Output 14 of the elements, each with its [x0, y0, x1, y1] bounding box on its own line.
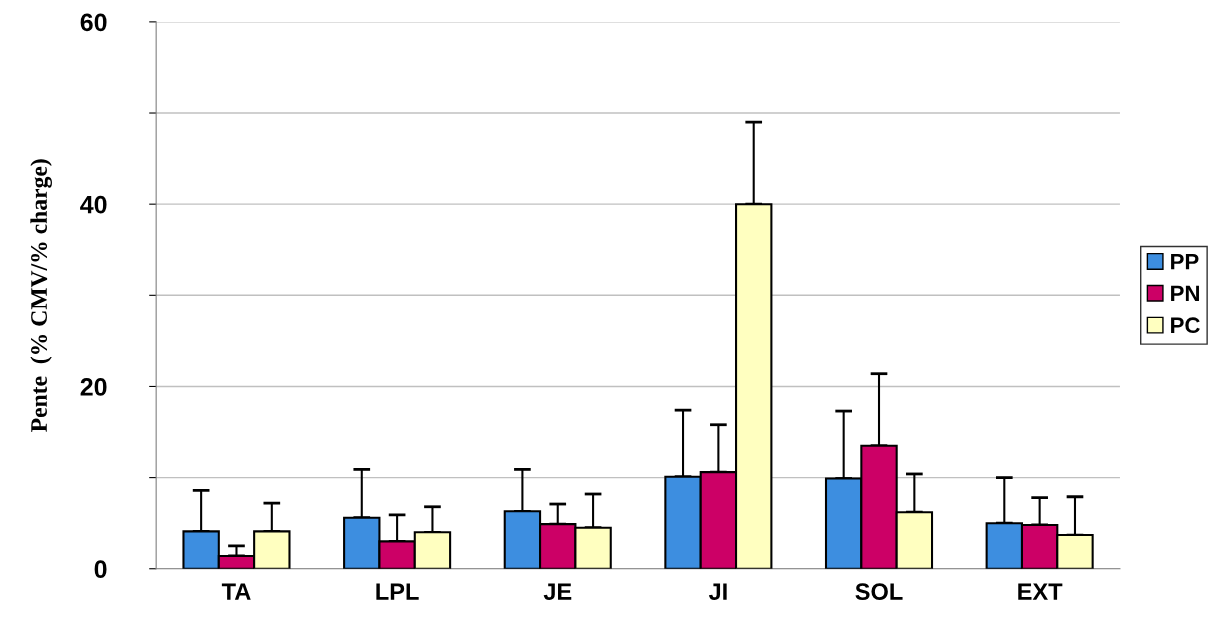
y-tick-label: 40: [80, 195, 107, 214]
y-tick-label: 0: [94, 560, 107, 579]
x-tick-label: SOL: [855, 583, 903, 600]
y-tick-label: 20: [80, 378, 107, 396]
x-tick-label: JE: [543, 583, 572, 600]
x-tick-label: EXT: [1018, 583, 1063, 600]
x-tick-label: TA: [221, 583, 251, 600]
y-tick-label: 60: [80, 13, 107, 32]
x-tick-label: JI: [708, 583, 727, 600]
legend-label: PP: [1171, 253, 1199, 270]
x-tick-label: LPL: [376, 583, 419, 600]
legend-label: PN: [1171, 285, 1199, 302]
legend-label: PC: [1171, 317, 1200, 334]
y-axis-title: Pente (% CMV/% charge): [30, 159, 52, 432]
